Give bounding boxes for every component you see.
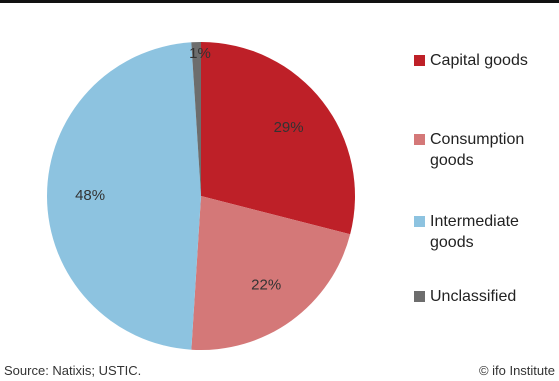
top-rule xyxy=(0,0,559,3)
legend-label-capital-goods: Capital goods xyxy=(430,52,528,69)
slice-label-consumption-goods: 22% xyxy=(251,277,281,294)
legend-label-unclassified: Unclassified xyxy=(430,288,517,305)
legend-item-capital-goods: Capital goods xyxy=(414,50,540,71)
pie-slice-capital-goods xyxy=(201,42,355,235)
slice-label-capital-goods: 29% xyxy=(274,119,304,136)
pie-slice-intermediate-goods xyxy=(47,42,201,350)
slice-label-unclassified: 1% xyxy=(189,45,211,62)
legend-swatch-consumption-goods xyxy=(414,134,425,145)
legend-swatch-intermediate-goods xyxy=(414,216,425,227)
pie-slice-consumption-goods xyxy=(191,196,351,350)
pie-slice-unclassified xyxy=(191,42,201,196)
slice-label-intermediate-goods: 48% xyxy=(75,187,105,204)
legend-label-intermediate-goods: Intermediate goods xyxy=(430,213,519,251)
legend-label-consumption-goods: Consumption goods xyxy=(430,131,525,169)
legend-item-consumption-goods: Consumption goods xyxy=(414,129,540,171)
legend-swatch-unclassified xyxy=(414,291,425,302)
source-note: Source: Natixis; USTIC. xyxy=(4,363,142,378)
copyright-credit: © ifo Institute xyxy=(478,363,555,378)
legend-swatch-capital-goods xyxy=(414,55,425,66)
legend-item-unclassified: Unclassified xyxy=(414,286,540,307)
legend-item-intermediate-goods: Intermediate goods xyxy=(414,211,540,253)
